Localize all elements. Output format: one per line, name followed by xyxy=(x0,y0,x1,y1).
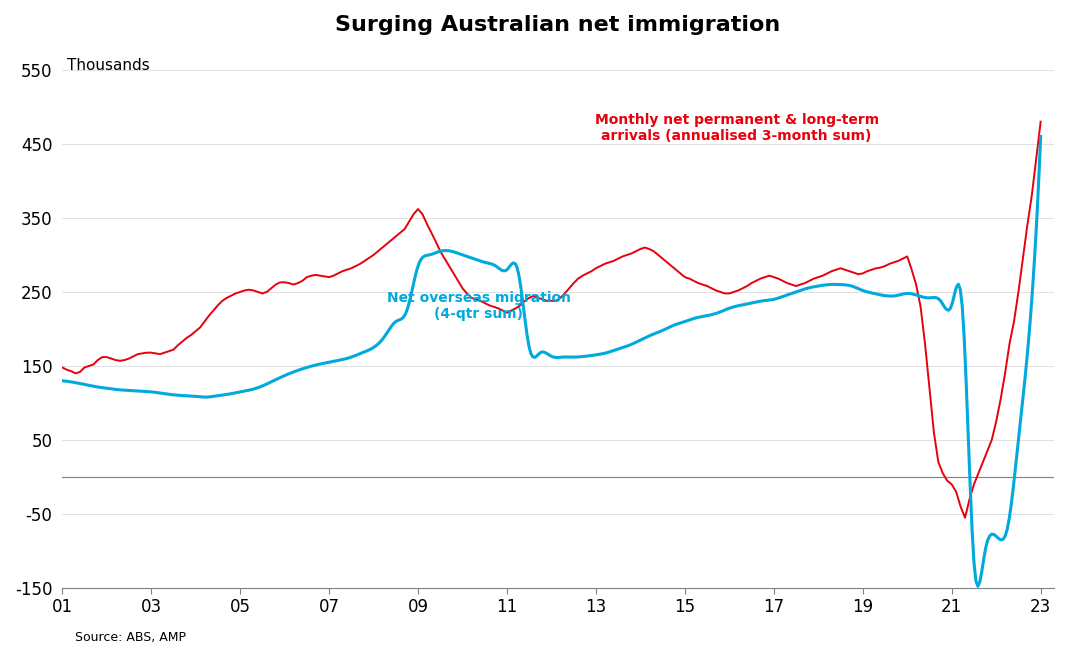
Text: Source: ABS, AMP: Source: ABS, AMP xyxy=(75,631,186,644)
Text: Thousands: Thousands xyxy=(67,59,150,74)
Text: Net overseas migration
(4-qtr sum): Net overseas migration (4-qtr sum) xyxy=(387,291,571,321)
Text: Monthly net permanent & long-term
arrivals (annualised 3-month sum): Monthly net permanent & long-term arriva… xyxy=(594,113,879,143)
Title: Surging Australian net immigration: Surging Australian net immigration xyxy=(336,15,780,35)
